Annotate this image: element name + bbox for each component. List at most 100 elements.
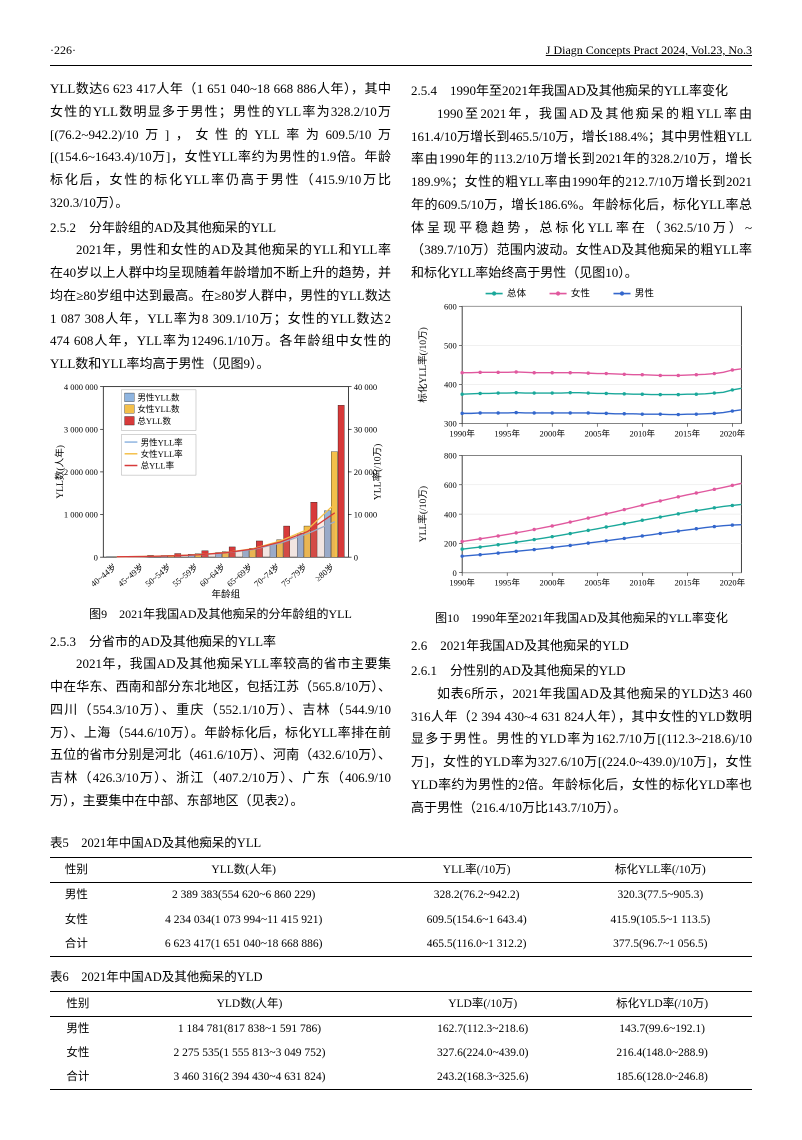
table-cell: 185.6(128.0~246.8) [572,1065,752,1090]
svg-text:2000年: 2000年 [539,577,565,587]
table-cell: 415.9(105.5~1 113.5) [569,908,752,932]
figure-10-caption: 图10 1990年至2021年我国AD及其他痴呆的YLL率变化 [411,608,752,629]
svg-text:2000年: 2000年 [539,428,565,438]
table-header-cell: YLL率(/10万) [385,858,569,883]
table-header-cell: 标化YLL率(/10万) [569,858,752,883]
body-text: 2021年，男性和女性的AD及其他痴呆的YLL和YLL率在40岁以上人群中均呈现… [50,239,391,376]
table-cell: 合计 [50,1065,106,1090]
table-header-cell: YLL数(人年) [103,858,385,883]
heading-26: 2.6 2021年我国AD及其他痴呆的YLD [411,635,752,658]
table-row: 合计3 460 316(2 394 430~4 631 824)243.2(16… [50,1065,752,1090]
svg-text:女性: 女性 [571,287,591,299]
heading-253: 2.5.3 分省市的AD及其他痴呆的YLL率 [50,631,391,654]
body-text: 1990至2021年，我国AD及其他痴呆的粗YLL率由161.4/10万增长到4… [411,103,752,285]
table-header-cell: YLD率(/10万) [393,991,572,1016]
journal-info: J Diagn Concepts Pract 2024, Vol.23, No.… [546,40,752,61]
svg-text:YLL率(/10万): YLL率(/10万) [417,486,429,542]
svg-text:0: 0 [453,568,457,578]
table-header-cell: 性别 [50,858,103,883]
table-header-cell: YLD数(人年) [106,991,394,1016]
svg-text:YLL率(/10万): YLL率(/10万) [371,443,383,499]
table-cell: 1 184 781(817 838~1 591 786) [106,1016,394,1041]
table-cell: 男性 [50,1016,106,1041]
tables-section: 表5 2021年中国AD及其他痴呆的YLL 性别YLL数(人年)YLL率(/10… [50,833,752,1090]
svg-text:30 000: 30 000 [354,424,377,434]
table-row: 女性4 234 034(1 073 994~11 415 921)609.5(1… [50,908,752,932]
svg-text:50~54岁: 50~54岁 [143,561,173,588]
svg-text:600: 600 [444,480,457,490]
table-row: 男性2 389 383(554 620~6 860 229)328.2(76.2… [50,883,752,908]
svg-text:总体: 总体 [507,287,527,299]
figure-10-chart: 总体 女性 男性 300 400 500 600 标化YLL率(/10万) 1990年 1995年… [411,285,752,605]
table-cell: 女性 [50,908,103,932]
svg-text:10 000: 10 000 [354,509,377,519]
svg-text:1 000 000: 1 000 000 [64,509,98,519]
svg-text:总YLL数: 总YLL数 [137,416,171,426]
table-cell: 4 234 034(1 073 994~11 415 921) [103,908,385,932]
heading-252: 2.5.2 分年龄组的AD及其他痴呆的YLL [50,217,391,240]
svg-text:500: 500 [444,340,457,350]
table-5-title: 表5 2021年中国AD及其他痴呆的YLL [50,833,752,857]
table-cell: 465.5(116.0~1 312.2) [385,932,569,957]
body-text: 2021年，我国AD及其他痴呆YLL率较高的省市主要集中在华东、西南和部分东北地… [50,653,391,812]
table-cell: 327.6(224.0~439.0) [393,1041,572,1065]
svg-text:55~59岁: 55~59岁 [170,561,200,588]
header-rule [50,65,752,66]
table-cell: 女性 [50,1041,106,1065]
svg-text:70~74岁: 70~74岁 [252,561,282,588]
svg-text:65~69岁: 65~69岁 [225,561,255,588]
table-cell: 328.2(76.2~942.2) [385,883,569,908]
body-text: 如表6所示，2021年我国AD及其他痴呆的YLD达3 460 316人年（2 3… [411,683,752,820]
two-column-body: YLL数达6 623 417人年（1 651 040~18 668 886人年）… [50,78,752,819]
svg-text:2005年: 2005年 [584,428,610,438]
figure-9-chart: 01 000 0002 000 0003 000 0004 000 000010… [50,376,391,600]
table-row: 女性2 275 535(1 555 813~3 049 752)327.6(22… [50,1041,752,1065]
svg-text:标化YLL率(/10万): 标化YLL率(/10万) [417,327,429,403]
running-header: ·226· J Diagn Concepts Pract 2024, Vol.2… [50,40,752,61]
left-column: YLL数达6 623 417人年（1 651 040~18 668 886人年）… [50,78,391,819]
svg-text:2010年: 2010年 [630,577,656,587]
svg-text:2020年: 2020年 [720,577,746,587]
svg-text:女性YLL率: 女性YLL率 [141,449,184,459]
svg-text:1990年: 1990年 [449,428,475,438]
svg-text:总YLL率: 总YLL率 [141,460,175,470]
heading-261: 2.6.1 分性别的AD及其他痴呆的YLD [411,660,752,683]
svg-text:3 000 000: 3 000 000 [64,424,98,434]
svg-text:400: 400 [444,509,457,519]
svg-text:年龄组: 年龄组 [211,588,240,599]
page-number: ·226· [50,40,76,61]
svg-text:男性YLL率: 男性YLL率 [141,437,184,447]
table-cell: 合计 [50,932,103,957]
table-cell: 377.5(96.7~1 056.5) [569,932,752,957]
table-row: 合计6 623 417(1 651 040~18 668 886)465.5(1… [50,932,752,957]
svg-text:300: 300 [444,418,457,428]
svg-text:800: 800 [444,450,457,460]
table-cell: 320.3(77.5~905.3) [569,883,752,908]
svg-text:40 000: 40 000 [354,382,377,392]
svg-text:男性YLL数: 男性YLL数 [137,392,180,402]
table-header-cell: 标化YLD率(/10万) [572,991,752,1016]
right-column: 2.5.4 1990年至2021年我国AD及其他痴呆的YLL率变化 1990至2… [411,78,752,819]
table-cell: 609.5(154.6~1 643.4) [385,908,569,932]
svg-text:600: 600 [444,301,457,311]
heading-254: 2.5.4 1990年至2021年我国AD及其他痴呆的YLL率变化 [411,80,752,103]
table-6: 表6 2021年中国AD及其他痴呆的YLD 性别YLD数(人年)YLD率(/10… [50,967,752,1090]
svg-text:1995年: 1995年 [494,577,520,587]
table-cell: 3 460 316(2 394 430~4 631 824) [106,1065,394,1090]
svg-text:0: 0 [354,552,358,562]
table-row: 男性1 184 781(817 838~1 591 786)162.7(112.… [50,1016,752,1041]
table-cell: 243.2(168.3~325.6) [393,1065,572,1090]
svg-text:2005年: 2005年 [584,577,610,587]
table-cell: 162.7(112.3~218.6) [393,1016,572,1041]
svg-text:400: 400 [444,379,457,389]
table-cell: 2 275 535(1 555 813~3 049 752) [106,1041,394,1065]
table-5: 表5 2021年中国AD及其他痴呆的YLL 性别YLL数(人年)YLL率(/10… [50,833,752,956]
svg-text:女性YLL数: 女性YLL数 [137,404,180,414]
svg-text:2010年: 2010年 [630,428,656,438]
body-text: YLL数达6 623 417人年（1 651 040~18 668 886人年）… [50,78,391,215]
table-cell: 216.4(148.0~288.9) [572,1041,752,1065]
svg-text:45~49岁: 45~49岁 [116,561,146,588]
svg-text:2015年: 2015年 [675,428,701,438]
svg-text:60~64岁: 60~64岁 [198,561,228,588]
svg-text:男性: 男性 [635,287,655,299]
